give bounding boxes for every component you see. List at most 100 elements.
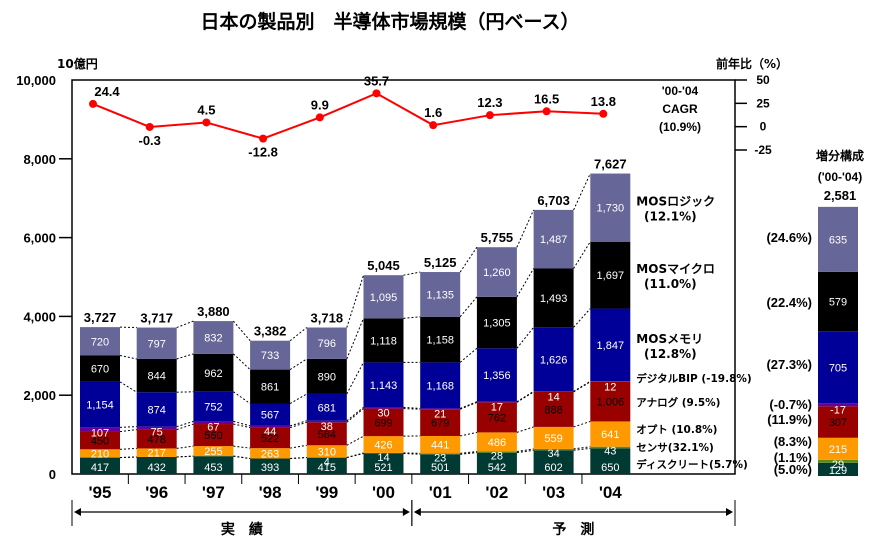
bar-segment-label: 263 (261, 448, 279, 460)
bar-connector (346, 275, 364, 328)
bar-segment-label: 107 (91, 427, 109, 439)
bar-segment (193, 321, 234, 354)
bar-segment-label: 1,154 (86, 400, 114, 412)
bar-segment-label: 720 (91, 336, 109, 348)
bar-total-label: 5,125 (424, 255, 457, 270)
bar-connector (573, 308, 591, 328)
bar-segment (136, 358, 177, 393)
y-tick-label: 2,000 (23, 388, 56, 403)
increment-share-label: (22.4%) (766, 295, 812, 310)
increment-title: 増分構成 (816, 148, 864, 163)
bar-total-label: 3,880 (197, 304, 230, 319)
bar-segment (136, 448, 177, 457)
bar-segment-label: 255 (204, 446, 222, 458)
bar-segment-label: 733 (261, 350, 279, 362)
bar-segment (533, 448, 574, 451)
bar-connector (346, 452, 364, 458)
bar-segment-label: 43 (604, 446, 616, 458)
bars: 3,7274172104501071,1546707203,7174322174… (80, 157, 631, 474)
bar-segment-label: 75 (151, 427, 163, 439)
bar-connector (290, 456, 307, 460)
bar-connector (119, 429, 137, 433)
arrow-left-icon (413, 508, 421, 516)
bar-segment-label: 542 (488, 462, 506, 474)
bar-connector (346, 407, 364, 422)
bar-segment (193, 446, 234, 457)
bar-connector (119, 354, 137, 360)
bar-total-label: 6,703 (537, 193, 570, 208)
bar-segment (420, 316, 461, 363)
bar-connector (119, 456, 137, 459)
bar-total-label: 5,045 (367, 258, 400, 273)
x-tick-label: '01 (429, 483, 452, 502)
x-tick-label: '00 (372, 483, 395, 502)
bar-segment (136, 327, 177, 359)
bar-segment (193, 424, 234, 447)
bar-connector (176, 445, 194, 449)
bar-segment-label: 762 (488, 412, 506, 424)
bar-segment (193, 456, 234, 474)
bar-connector (346, 435, 364, 446)
increment-share-label: (-0.7%) (769, 397, 812, 412)
bar-connector (289, 393, 308, 404)
bar-segment (306, 422, 347, 446)
bar-segment (363, 362, 404, 408)
bar-segment (80, 457, 120, 474)
y2-tick-label: 50 (756, 73, 770, 87)
bar-segment-label: 478 (148, 434, 166, 446)
bar-segment (420, 408, 461, 410)
bar-connector (516, 390, 534, 403)
growth-point (89, 99, 97, 108)
bar-segment-label: 1,158 (426, 335, 454, 347)
growth-label: 9.9 (311, 97, 329, 112)
bar-segment-label: 44 (264, 426, 276, 438)
bar-segment (80, 449, 120, 458)
growth-label: -0.3 (138, 133, 160, 148)
increment-share-label: (11.9%) (767, 412, 812, 427)
y-axis-label: 10億円 (57, 56, 98, 71)
bar-segment-label: 962 (204, 368, 222, 380)
axes: 0 2,000 4,000 6,000 8,000 10,000 50 25 0 -25 '95 '9… (16, 73, 772, 502)
bar-segment-label: 14 (547, 391, 559, 403)
bar-segment (590, 446, 631, 449)
bar-segment (306, 327, 347, 359)
bar-segment (250, 425, 291, 428)
bar-segment-label: 501 (431, 462, 449, 474)
bar-segment (476, 401, 517, 403)
bar-connector (119, 426, 137, 428)
bar-segment (533, 450, 574, 474)
bar-segment-label: 560 (204, 430, 222, 442)
bar-connector (459, 347, 478, 363)
bar-connector (233, 391, 251, 404)
growth-label: 24.4 (94, 84, 120, 99)
increment-share-label: (1.1%) (774, 450, 812, 465)
bar-segment (306, 420, 347, 423)
bar-segment (250, 458, 291, 474)
growth-point (202, 118, 211, 127)
bar-segment (590, 421, 631, 447)
bar-connector (233, 420, 251, 427)
increment-segment-label: 579 (829, 297, 847, 309)
bar-segment-label: 441 (431, 440, 449, 452)
bar-segment (363, 452, 404, 454)
bar-segment (533, 327, 574, 392)
bar-segment-label: 1,847 (597, 340, 625, 352)
increment-segment (818, 437, 858, 460)
bar-total-label: 3,717 (140, 311, 173, 326)
bar-segment-label: 1,626 (540, 354, 568, 366)
bar-segment-label: 1,143 (370, 380, 398, 392)
bar-segment-label: 559 (544, 433, 562, 445)
bar-connector (460, 451, 477, 454)
legend-cagr: (11.0%) (644, 277, 697, 291)
bar-segment-label: 650 (601, 462, 619, 474)
bar-segment (363, 408, 404, 437)
cagr-note-line-3: (10.9%) (659, 120, 701, 134)
bar-segment-label: 888 (544, 404, 562, 416)
bar-segment (476, 432, 517, 452)
bar-segment-label: 17 (491, 402, 503, 414)
chart-title: 日本の製品別 半導体市場規模（円ベース） (200, 10, 579, 33)
legend-label: MOSメモリ (636, 332, 703, 346)
bar-segment-label: 450 (91, 435, 109, 447)
growth-label: 4.5 (197, 102, 215, 117)
